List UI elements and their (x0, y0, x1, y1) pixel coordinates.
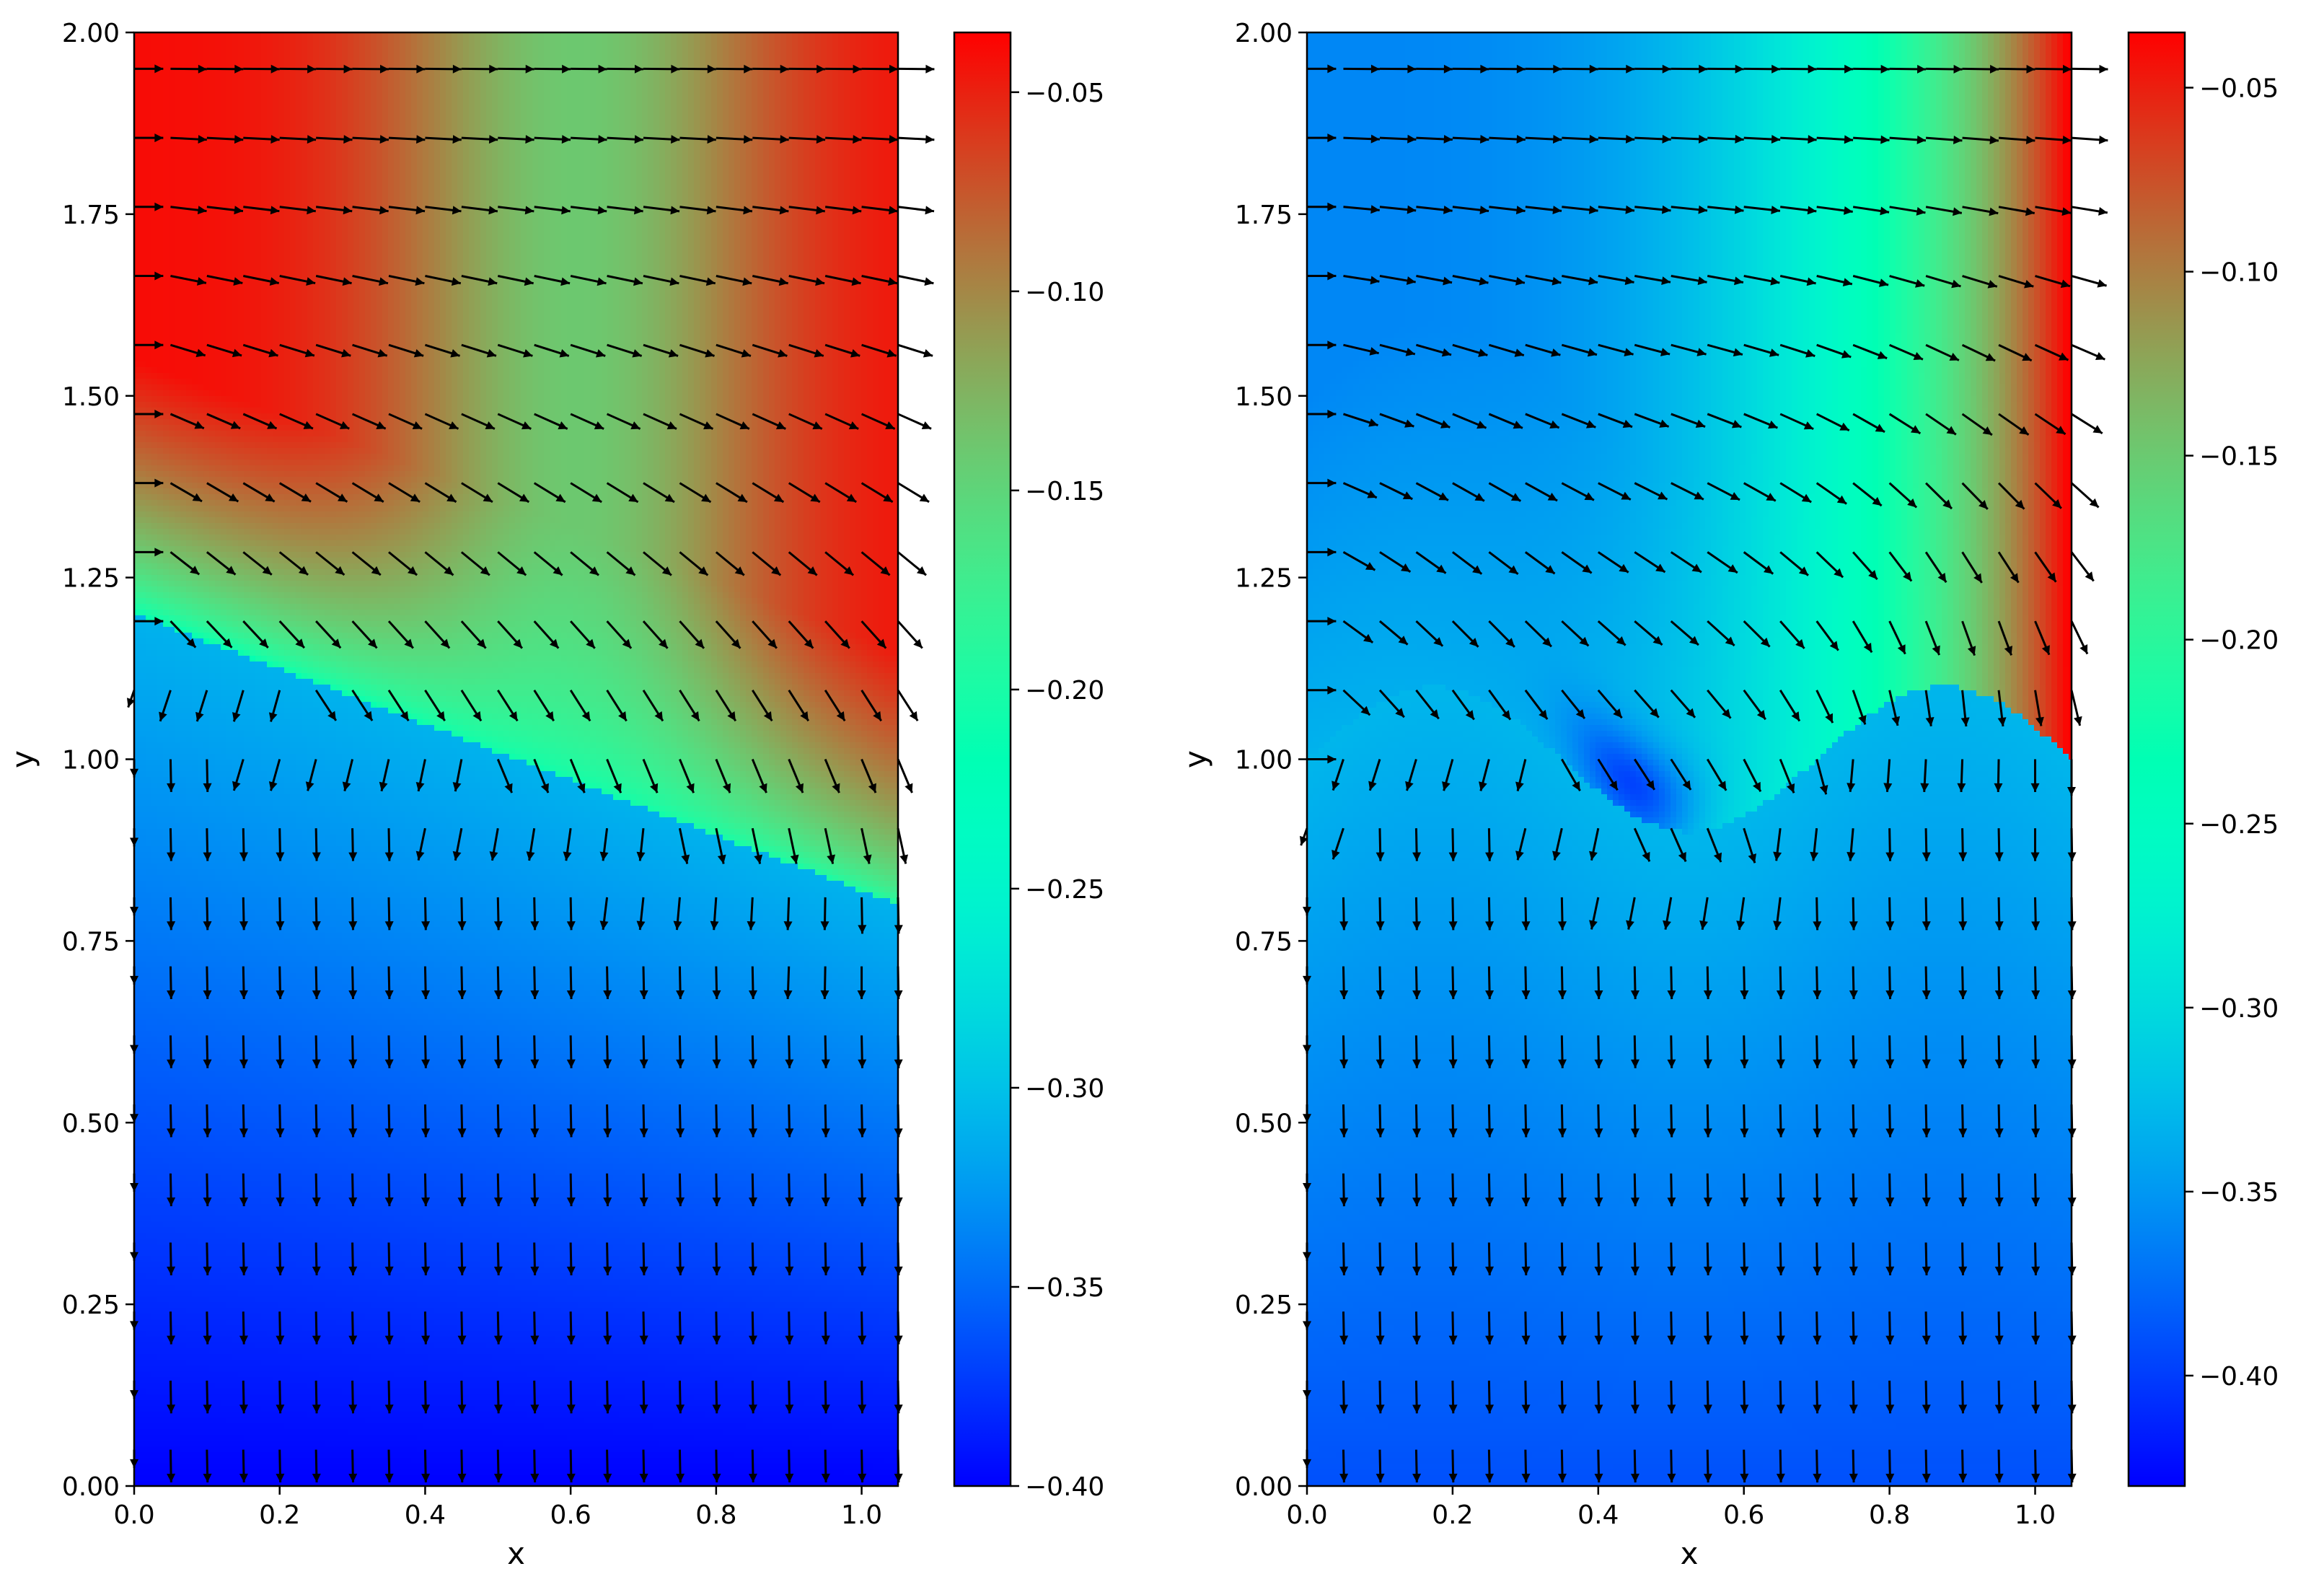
right-colorbar-tick-label: −0.25 (2199, 810, 2279, 840)
right-y-tick-label: 1.75 (1235, 201, 1293, 230)
right-panel: 0.0 0.2 0.4 0.6 0.8 1.0 0.00 0.25 0.50 0.75 1.00 1… (1178, 19, 2279, 1571)
left-y-tick-label: 1.00 (62, 746, 120, 775)
right-y-tick-label: 1.50 (1235, 382, 1293, 412)
right-quiver-arrow (2072, 483, 2099, 508)
right-quiver-arrow (2072, 276, 2107, 288)
left-quiver-arrow (898, 276, 933, 286)
right-y-tick-label: 1.00 (1235, 746, 1293, 775)
left-x-tick-label: 1.0 (841, 1500, 882, 1530)
right-y-tick-label: 0.75 (1235, 927, 1293, 957)
left-quiver-arrow (898, 345, 933, 357)
left-quiver-arrow (898, 690, 917, 721)
right-y-axis-label: y (1178, 750, 1213, 768)
left-quiver-arrow (898, 206, 934, 214)
left-quiver-arrow (898, 135, 934, 144)
right-colorbar-tick-label: −0.15 (2199, 442, 2279, 472)
left-x-tick-label: 0.2 (259, 1500, 300, 1530)
left-quiver-arrow (898, 483, 929, 502)
left-quiver-arrow (898, 414, 931, 429)
left-colorbar-tick-label: −0.10 (1025, 278, 1104, 307)
left-x-axis-label: x (507, 1536, 525, 1571)
left-colorbar-tick-label: −0.05 (1025, 79, 1104, 108)
left-y-tick-label: 1.50 (62, 382, 120, 412)
left-y-tick-label: 1.75 (62, 201, 120, 230)
right-y-tick-label: 2.00 (1235, 19, 1293, 48)
left-colorbar-gradient (954, 32, 1011, 1486)
left-x-tick-label: 0.6 (550, 1500, 591, 1530)
right-x-tick-label: 0.0 (1286, 1500, 1327, 1530)
right-colorbar-tick-label: −0.05 (2199, 74, 2279, 104)
right-y-tick-label: 0.25 (1235, 1291, 1293, 1320)
left-colorbar-tick-label: −0.15 (1025, 477, 1104, 506)
right-quiver-arrow (2072, 136, 2108, 144)
left-colorbar-tick-label: −0.30 (1025, 1074, 1104, 1104)
right-x-tick-label: 0.6 (1723, 1500, 1764, 1530)
left-colorbar-tick-label: −0.40 (1025, 1472, 1104, 1502)
left-x-tick-label: 0.4 (405, 1500, 446, 1530)
right-colorbar-tick-label: −0.10 (2199, 258, 2279, 288)
left-x-axis-ticks: 0.0 0.2 0.4 0.6 0.8 1.0 (113, 1486, 882, 1530)
right-x-axis-label: x (1681, 1536, 1699, 1571)
right-y-tick-label: 1.25 (1235, 564, 1293, 594)
right-colorbar-tick-label: −0.35 (2199, 1178, 2279, 1208)
left-y-tick-label: 1.25 (62, 564, 120, 594)
left-y-tick-label: 0.25 (62, 1291, 120, 1320)
right-x-tick-label: 1.0 (2015, 1500, 2056, 1530)
right-quiver-arrow (2072, 65, 2108, 74)
right-quiver-arrow (2072, 690, 2082, 726)
right-quiver-arrow (2072, 552, 2094, 581)
right-y-tick-label: 0.00 (1235, 1472, 1293, 1502)
right-colorbar-tick-label: −0.20 (2199, 626, 2279, 656)
right-x-axis-ticks: 0.0 0.2 0.4 0.6 0.8 1.0 (1286, 1486, 2056, 1530)
left-colorbar-tick-label: −0.20 (1025, 676, 1104, 705)
right-quiver-arrow (2072, 414, 2103, 434)
right-quiver-arrow (2072, 621, 2087, 654)
right-x-tick-label: 0.4 (1577, 1500, 1619, 1530)
left-quiver-arrow (898, 621, 923, 648)
left-y-tick-label: 2.00 (62, 19, 120, 48)
right-colorbar-tick-label: −0.40 (2199, 1362, 2279, 1392)
left-x-tick-label: 0.8 (695, 1500, 736, 1530)
left-colorbar-tick-label: −0.35 (1025, 1273, 1104, 1303)
left-colorbar-tick-label: −0.25 (1025, 875, 1104, 905)
right-x-tick-label: 0.8 (1869, 1500, 1910, 1530)
left-quiver-arrow (898, 828, 908, 863)
left-quiver-arrow (898, 552, 926, 575)
left-panel: 0.0 0.2 0.4 0.6 0.8 1.0 0.00 0.25 0.50 0.75 1.00 1… (5, 19, 1104, 1571)
left-y-tick-label: 0.75 (62, 927, 120, 957)
left-plot-area (134, 32, 899, 1487)
left-y-tick-label: 0.50 (62, 1109, 120, 1138)
right-colorbar-gradient (2129, 32, 2185, 1486)
left-y-axis-label: y (5, 750, 40, 768)
left-quiver-arrow (898, 65, 934, 74)
right-x-tick-label: 0.2 (1432, 1500, 1473, 1530)
left-y-axis-ticks: 0.00 0.25 0.50 0.75 1.00 1.25 1.50 1.75 2.00 (62, 19, 134, 1502)
left-quiver-arrow (898, 760, 912, 793)
right-colorbar-tick-label: −0.30 (2199, 994, 2279, 1024)
right-quiver-arrow (2072, 207, 2108, 216)
right-plot-area (1307, 32, 2072, 1487)
left-y-tick-label: 0.00 (62, 1472, 120, 1502)
right-colorbar: −0.05 −0.10 −0.15 −0.20 −0.25 −0.30 −0.35 −0.40 (2129, 32, 2279, 1486)
right-quiver-arrow (2072, 345, 2105, 360)
left-x-tick-label: 0.0 (113, 1500, 154, 1530)
right-y-axis-ticks: 0.00 0.25 0.50 0.75 1.00 1.25 1.50 1.75 2.00 (1235, 19, 1307, 1502)
right-y-tick-label: 0.50 (1235, 1109, 1293, 1138)
left-colorbar: −0.05 −0.10 −0.15 −0.20 −0.25 −0.30 −0.35 −0.40 (954, 32, 1104, 1502)
